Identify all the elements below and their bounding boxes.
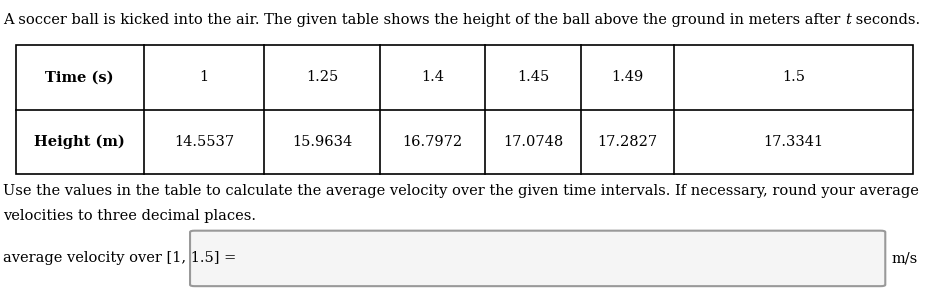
Text: m/s: m/s	[892, 251, 918, 265]
Text: average velocity over [1, 1.5] =: average velocity over [1, 1.5] =	[3, 251, 236, 265]
Bar	[16, 45, 913, 174]
Text: 15.9634: 15.9634	[292, 135, 352, 149]
Text: 17.3341: 17.3341	[764, 135, 823, 149]
FancyBboxPatch shape	[190, 231, 885, 286]
Text: 1.25: 1.25	[306, 70, 338, 84]
Text: 17.0748: 17.0748	[503, 135, 563, 149]
Text: 1.49: 1.49	[612, 70, 643, 84]
Text: A soccer ball is kicked into the air. The given table shows the height of the ba: A soccer ball is kicked into the air. Th…	[3, 13, 844, 27]
Text: 1.4: 1.4	[421, 70, 444, 84]
Text: t: t	[844, 13, 851, 27]
Text: 16.7972: 16.7972	[402, 135, 463, 149]
Text: Height (m): Height (m)	[34, 134, 125, 149]
Text: 1.5: 1.5	[782, 70, 805, 84]
Text: 17.2827: 17.2827	[598, 135, 657, 149]
Text: 1: 1	[199, 70, 209, 84]
Text: 14.5537: 14.5537	[174, 135, 234, 149]
Text: seconds.: seconds.	[851, 13, 920, 27]
Text: Time (s): Time (s)	[45, 70, 114, 84]
Text: velocities to three decimal places.: velocities to three decimal places.	[3, 209, 256, 223]
Text: 1.45: 1.45	[517, 70, 549, 84]
Text: Use the values in the table to calculate the average velocity over the given tim: Use the values in the table to calculate…	[3, 184, 919, 198]
